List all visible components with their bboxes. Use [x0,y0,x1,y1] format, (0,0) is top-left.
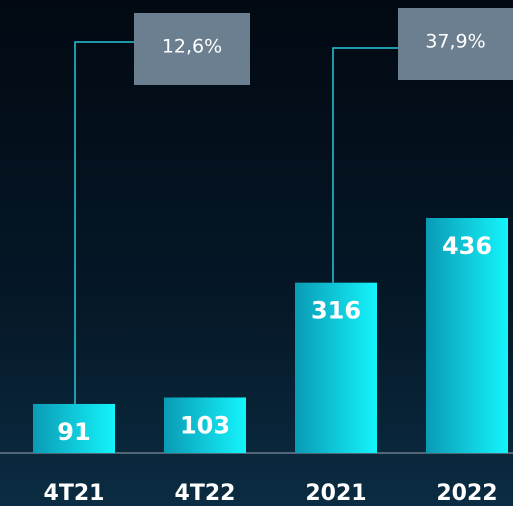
annotation: 12,6% [162,36,222,58]
bar [33,403,115,453]
value-label: 316 [311,297,361,325]
value-label: 436 [442,232,492,260]
x-tick-label: 4T21 [44,481,105,506]
value-label: 91 [57,418,90,446]
bar [295,282,377,453]
annotation: 37,9% [425,31,485,53]
bar [426,218,508,453]
annotation-box [134,13,250,85]
annotation-box [398,8,513,80]
connector [332,47,398,283]
connector [74,41,134,404]
value-label: 103 [180,411,230,439]
x-tick-label: 2021 [305,481,366,506]
x-tick-label: 4T22 [175,481,236,506]
x-tick-label: 2022 [436,481,497,506]
bar [164,397,246,453]
